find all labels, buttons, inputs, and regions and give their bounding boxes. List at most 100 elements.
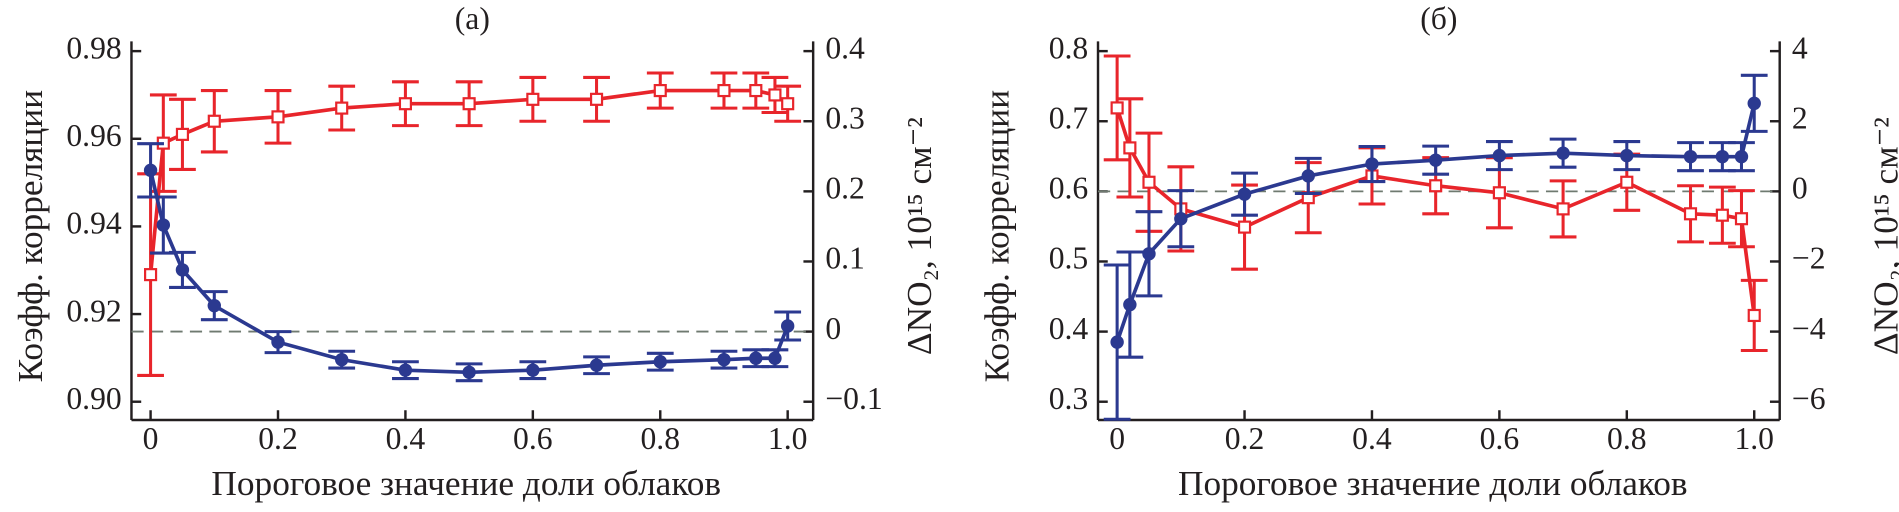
x-tick-label: 0.6 — [1480, 421, 1520, 456]
marker — [462, 97, 476, 111]
y-tick-label: 0.8 — [1049, 30, 1089, 65]
marker — [144, 268, 158, 282]
x-tick-label: 0.4 — [1352, 421, 1392, 456]
y2-tick-label: −4 — [1792, 311, 1826, 346]
marker — [717, 352, 731, 367]
marker — [1301, 169, 1315, 183]
marker — [207, 114, 221, 128]
marker — [1174, 212, 1188, 226]
marker — [749, 351, 763, 365]
marker — [398, 363, 413, 377]
marker — [1365, 157, 1379, 171]
marker — [271, 335, 285, 349]
series-line — [148, 169, 790, 375]
chart-title: (б) — [1420, 1, 1457, 36]
y2-tick-label: −2 — [1792, 241, 1826, 276]
y2-tick-label: −6 — [1792, 381, 1826, 416]
marker — [780, 319, 795, 333]
marker — [175, 127, 190, 141]
x-tick-label: 0 — [143, 421, 159, 456]
y-tick-label: 0.92 — [66, 293, 121, 328]
marker — [1237, 220, 1252, 234]
marker — [1492, 186, 1506, 200]
marker — [1142, 247, 1156, 261]
marker — [589, 92, 604, 106]
marker — [335, 101, 349, 115]
x-tick-label: 0.2 — [1225, 421, 1265, 456]
marker — [1142, 175, 1156, 189]
marker — [749, 83, 763, 98]
marker — [1429, 179, 1443, 193]
marker — [398, 97, 412, 111]
panel: (б) Пороговое значение доли облаков Коэфф.… — [978, 1, 1899, 503]
marker — [1123, 297, 1137, 312]
marker — [143, 163, 158, 178]
marker — [1734, 149, 1749, 164]
marker — [1123, 141, 1137, 155]
x-tick-label: 0.6 — [513, 421, 553, 456]
marker — [768, 351, 782, 365]
marker — [526, 92, 540, 106]
marker — [462, 365, 476, 379]
marker — [1683, 149, 1698, 164]
marker — [1556, 202, 1570, 216]
marker — [1620, 175, 1634, 189]
y-tick-label: 0.94 — [66, 206, 122, 241]
y-tick-label: 0.6 — [1049, 171, 1089, 206]
marker — [1747, 96, 1761, 111]
y2-tick-label: 0 — [1792, 171, 1808, 206]
marker — [1110, 335, 1124, 349]
x-tick-label: 1.0 — [1734, 421, 1774, 456]
panel: (a) Пороговое значение доли облаков Коэфф.… — [11, 1, 939, 503]
marker — [175, 263, 190, 277]
y-tick-label: 0.4 — [1049, 311, 1089, 346]
y-axis-label: Коэфф. корреляции — [11, 90, 50, 383]
y2-tick-label: 4 — [1792, 30, 1808, 65]
x-tick-label: 0.2 — [258, 421, 298, 456]
marker — [768, 88, 782, 102]
marker — [1492, 148, 1507, 163]
marker — [589, 358, 604, 372]
marker — [1428, 153, 1443, 167]
marker — [717, 83, 731, 98]
marker — [156, 218, 171, 232]
y-axis-label: Коэфф. корреляции — [978, 90, 1017, 383]
y2-axis-label: ΔNO₂, 10¹⁵ см⁻² — [900, 117, 939, 355]
x-tick-label: 0.4 — [386, 421, 426, 456]
x-axis-label: Пороговое значение доли облаков — [211, 464, 721, 503]
marker — [1715, 149, 1730, 164]
y2-tick-label: 0 — [825, 311, 841, 346]
marker — [526, 363, 540, 377]
marker — [207, 298, 221, 313]
marker — [653, 83, 667, 98]
marker — [781, 97, 795, 111]
series-line — [1115, 102, 1756, 343]
y-tick-label: 0.98 — [66, 30, 121, 65]
x-tick-label: 0.8 — [640, 421, 680, 456]
y2-tick-label: 0.4 — [825, 30, 865, 65]
marker — [1734, 212, 1749, 226]
marker — [1620, 148, 1634, 163]
y-tick-label: 0.96 — [66, 118, 121, 153]
x-tick-label: 1.0 — [768, 421, 808, 456]
x-tick-label: 0 — [1109, 421, 1125, 456]
marker — [1556, 146, 1570, 160]
marker — [1237, 187, 1252, 201]
chart-title: (a) — [455, 1, 490, 36]
marker — [653, 355, 667, 369]
marker — [1110, 101, 1124, 115]
y2-tick-label: 0.1 — [825, 241, 865, 276]
marker — [1747, 308, 1761, 323]
x-axis-label: Пороговое значение доли облаков — [1178, 464, 1688, 503]
y2-tick-label: 0.3 — [825, 101, 865, 136]
marker — [1683, 207, 1698, 221]
y-tick-label: 0.3 — [1049, 381, 1089, 416]
y-tick-label: 0.90 — [66, 381, 121, 416]
marker — [335, 352, 349, 367]
y2-axis-label: ΔNO₂, 10¹⁵ см⁻² — [1866, 117, 1899, 355]
y-tick-label: 0.5 — [1049, 241, 1089, 276]
y2-tick-label: 0.2 — [825, 171, 865, 206]
marker — [271, 110, 285, 124]
y2-tick-label: −0.1 — [825, 381, 882, 416]
